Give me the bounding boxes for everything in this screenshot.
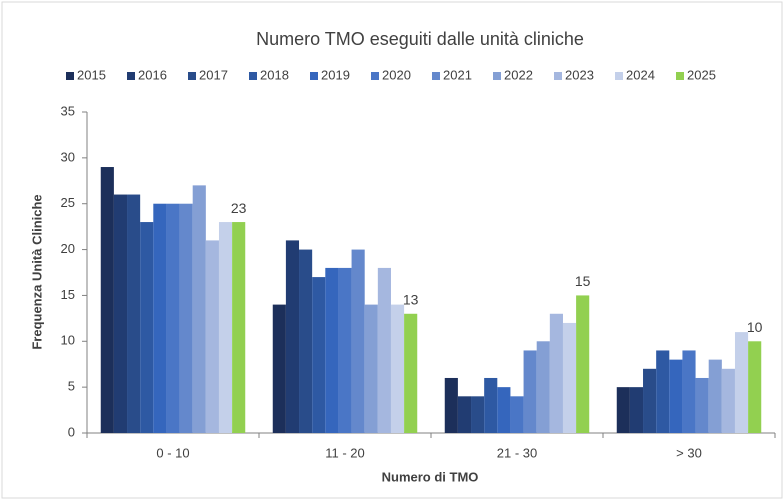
bar [113, 194, 128, 433]
bar [285, 240, 300, 433]
bar [549, 313, 563, 433]
legend-label: 2021 [443, 67, 472, 82]
bar [299, 249, 313, 433]
bar [616, 387, 630, 433]
bar [748, 341, 762, 433]
bar [523, 350, 537, 433]
bar [536, 341, 550, 433]
legend-label: 2022 [504, 67, 533, 82]
x-tick-label: 11 - 20 [325, 445, 365, 460]
chart-title: Numero TMO eseguiti dalle unità cliniche [256, 29, 584, 49]
legend-swatch [615, 72, 623, 80]
legend-swatch [371, 72, 379, 80]
bar [140, 222, 154, 433]
bar [497, 387, 511, 433]
x-axis-label: Numero di TMO [382, 469, 479, 484]
bar [457, 396, 472, 433]
legend-swatch [127, 72, 135, 80]
bar [325, 267, 339, 433]
data-label: 13 [403, 291, 419, 307]
bar [708, 359, 722, 433]
bar [272, 304, 286, 433]
bar [127, 194, 141, 433]
bar [338, 267, 352, 433]
y-axis-label: Frequenza Unità Cliniche [29, 194, 44, 349]
bar [377, 267, 391, 433]
y-tick-label: 25 [61, 195, 75, 210]
bar [351, 249, 365, 433]
y-tick-label: 10 [61, 333, 75, 348]
bar [312, 277, 326, 433]
bar [390, 304, 405, 433]
x-tick-label: > 30 [676, 445, 702, 460]
legend-label: 2024 [626, 67, 655, 82]
bar [656, 350, 670, 433]
y-tick-label: 5 [68, 379, 75, 394]
bar [364, 304, 378, 433]
bar [510, 396, 524, 433]
data-label: 15 [575, 273, 591, 289]
legend-label: 2017 [199, 67, 228, 82]
bar [444, 377, 458, 433]
bar [471, 396, 485, 433]
bar [404, 313, 418, 433]
bar [721, 368, 735, 433]
legend-swatch [249, 72, 257, 80]
bar [695, 377, 709, 433]
legend-label: 2016 [138, 67, 167, 82]
bar [576, 295, 590, 433]
legend-label: 2015 [77, 67, 106, 82]
bar [643, 368, 657, 433]
bar [669, 359, 683, 433]
bar [484, 377, 498, 433]
legend-label: 2018 [260, 67, 289, 82]
bar [562, 322, 577, 433]
y-tick-label: 20 [61, 241, 75, 256]
legend-swatch [554, 72, 562, 80]
legend-label: 2019 [321, 67, 350, 82]
y-tick-label: 15 [61, 287, 75, 302]
x-tick-label: 21 - 30 [497, 445, 537, 460]
bar [192, 185, 206, 433]
y-tick-label: 30 [61, 149, 75, 164]
legend-swatch [66, 72, 74, 80]
legend-swatch [676, 72, 684, 80]
legend-swatch [493, 72, 501, 80]
legend-swatch [188, 72, 196, 80]
bar [232, 222, 246, 433]
y-tick-label: 0 [68, 424, 75, 439]
legend-label: 2020 [382, 67, 411, 82]
bar [629, 387, 644, 433]
legend-swatch [432, 72, 440, 80]
bar [734, 332, 749, 433]
bar [100, 167, 114, 433]
bar [682, 350, 696, 433]
legend-label: 2023 [565, 67, 594, 82]
data-label: 10 [747, 319, 763, 335]
bar [166, 203, 180, 433]
y-tick-label: 35 [61, 103, 75, 118]
x-tick-label: 0 - 10 [156, 445, 189, 460]
legend-swatch [310, 72, 318, 80]
data-label: 23 [231, 200, 247, 216]
bar [218, 222, 233, 433]
legend-label: 2025 [687, 67, 716, 82]
bar [153, 203, 167, 433]
bar [205, 240, 219, 433]
bar [179, 203, 193, 433]
